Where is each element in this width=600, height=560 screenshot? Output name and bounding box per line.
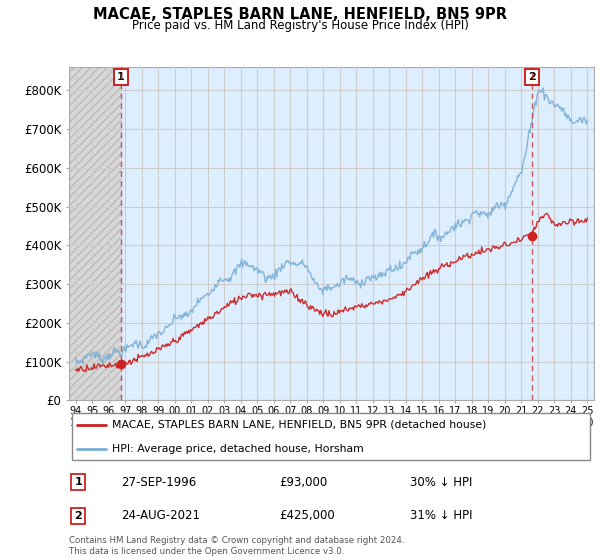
- Text: 30% ↓ HPI: 30% ↓ HPI: [410, 475, 473, 488]
- Bar: [69, 67, 121, 400]
- Text: Price paid vs. HM Land Registry's House Price Index (HPI): Price paid vs. HM Land Registry's House …: [131, 19, 469, 32]
- Text: £425,000: £425,000: [279, 510, 335, 522]
- Bar: [69, 67, 121, 400]
- Text: 2: 2: [74, 511, 82, 521]
- Text: 31% ↓ HPI: 31% ↓ HPI: [410, 510, 473, 522]
- Text: 27-SEP-1996: 27-SEP-1996: [121, 475, 197, 488]
- Text: MACAE, STAPLES BARN LANE, HENFIELD, BN5 9PR (detached house): MACAE, STAPLES BARN LANE, HENFIELD, BN5 …: [112, 420, 487, 430]
- Text: HPI: Average price, detached house, Horsham: HPI: Average price, detached house, Hors…: [112, 444, 364, 454]
- Text: £93,000: £93,000: [279, 475, 327, 488]
- Text: 1: 1: [74, 477, 82, 487]
- Text: Contains HM Land Registry data © Crown copyright and database right 2024.
This d: Contains HM Land Registry data © Crown c…: [69, 536, 404, 556]
- Text: 2: 2: [528, 72, 536, 82]
- FancyBboxPatch shape: [71, 413, 590, 460]
- Text: MACAE, STAPLES BARN LANE, HENFIELD, BN5 9PR: MACAE, STAPLES BARN LANE, HENFIELD, BN5 …: [93, 7, 507, 22]
- Text: 24-AUG-2021: 24-AUG-2021: [121, 510, 200, 522]
- Text: 1: 1: [117, 72, 125, 82]
